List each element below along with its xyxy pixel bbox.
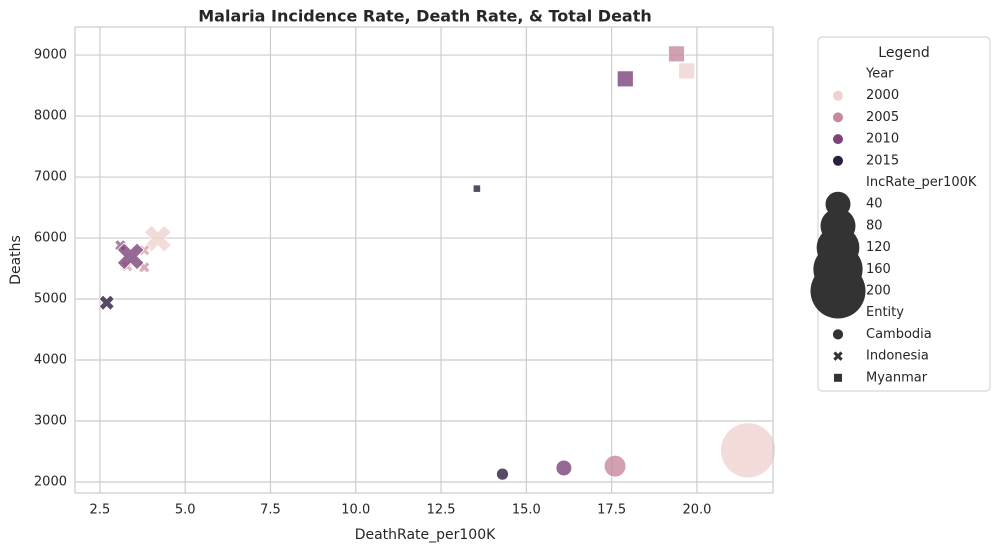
legend-marker: [832, 328, 844, 341]
legend-label: Indonesia: [866, 349, 929, 364]
legend-marker: [833, 112, 843, 123]
y-tick-label: 8000: [34, 109, 67, 124]
legend-marker: [810, 263, 866, 319]
legend-label: 2015: [866, 153, 899, 168]
y-tick-label: 9000: [34, 48, 67, 63]
legend-subtitle: Year: [865, 67, 894, 82]
plot-frame: [74, 26, 774, 494]
x-tick-label: 2.5: [90, 503, 111, 518]
x-tick-label: 15.0: [512, 503, 541, 518]
point: [678, 62, 696, 80]
y-axis-label: Deaths: [8, 235, 24, 285]
x-tick-label: 17.5: [597, 503, 626, 518]
point: [616, 70, 634, 88]
points: [98, 45, 776, 481]
y-tick-label: 2000: [34, 475, 67, 490]
point: [496, 467, 509, 481]
legend-label: 2005: [866, 110, 899, 125]
legend-marker: [833, 134, 843, 145]
legend-subtitle: Entity: [866, 305, 904, 320]
point: [555, 459, 573, 477]
x-tick-label: 12.5: [427, 503, 456, 518]
x-tick-label: 20.0: [682, 503, 711, 518]
y-tick-label: 5000: [34, 292, 67, 307]
point: [603, 454, 627, 478]
legend-label: 120: [866, 240, 891, 255]
legend-label: 80: [866, 218, 883, 233]
legend-marker: [833, 372, 843, 383]
point: [472, 184, 481, 193]
legend-marker: [833, 90, 843, 101]
legend-title: Legend: [878, 45, 929, 61]
point: [720, 422, 776, 479]
y-tick-label: 6000: [34, 231, 67, 246]
x-tick-label: 7.5: [260, 503, 281, 518]
legend-subtitle: IncRate_per100K: [866, 175, 977, 190]
grid: 2.5 5.0 7.5 10.0 12.5 15.0 17.5 20.0 2000 3000 400…: [34, 27, 773, 518]
point: [144, 224, 172, 253]
legend-label: 2010: [866, 132, 899, 147]
y-tick-label: 3000: [34, 414, 67, 429]
y-tick-label: 4000: [34, 353, 67, 368]
x-axis-label: DeathRate_per100K: [355, 527, 496, 543]
point: [116, 242, 145, 271]
point: [98, 294, 115, 311]
chart-title: Malaria Incidence Rate, Death Rate, & To…: [198, 7, 652, 26]
x-tick-label: 5.0: [175, 503, 196, 518]
legend-marker: [832, 350, 844, 362]
legend-label: 40: [866, 197, 883, 212]
legend-label: Myanmar: [866, 370, 928, 385]
legend-label: 160: [866, 262, 891, 277]
legend-marker: [833, 155, 843, 166]
legend-label: 2000: [866, 88, 899, 103]
y-tick-label: 7000: [34, 170, 67, 185]
legend-label: Cambodia: [866, 327, 932, 342]
legend: Legend Year 2000 2005 2010 2015 IncRate_per100…: [810, 45, 977, 385]
x-tick-label: 10.0: [341, 503, 370, 518]
point: [668, 45, 685, 63]
legend-label: 200: [866, 284, 891, 299]
